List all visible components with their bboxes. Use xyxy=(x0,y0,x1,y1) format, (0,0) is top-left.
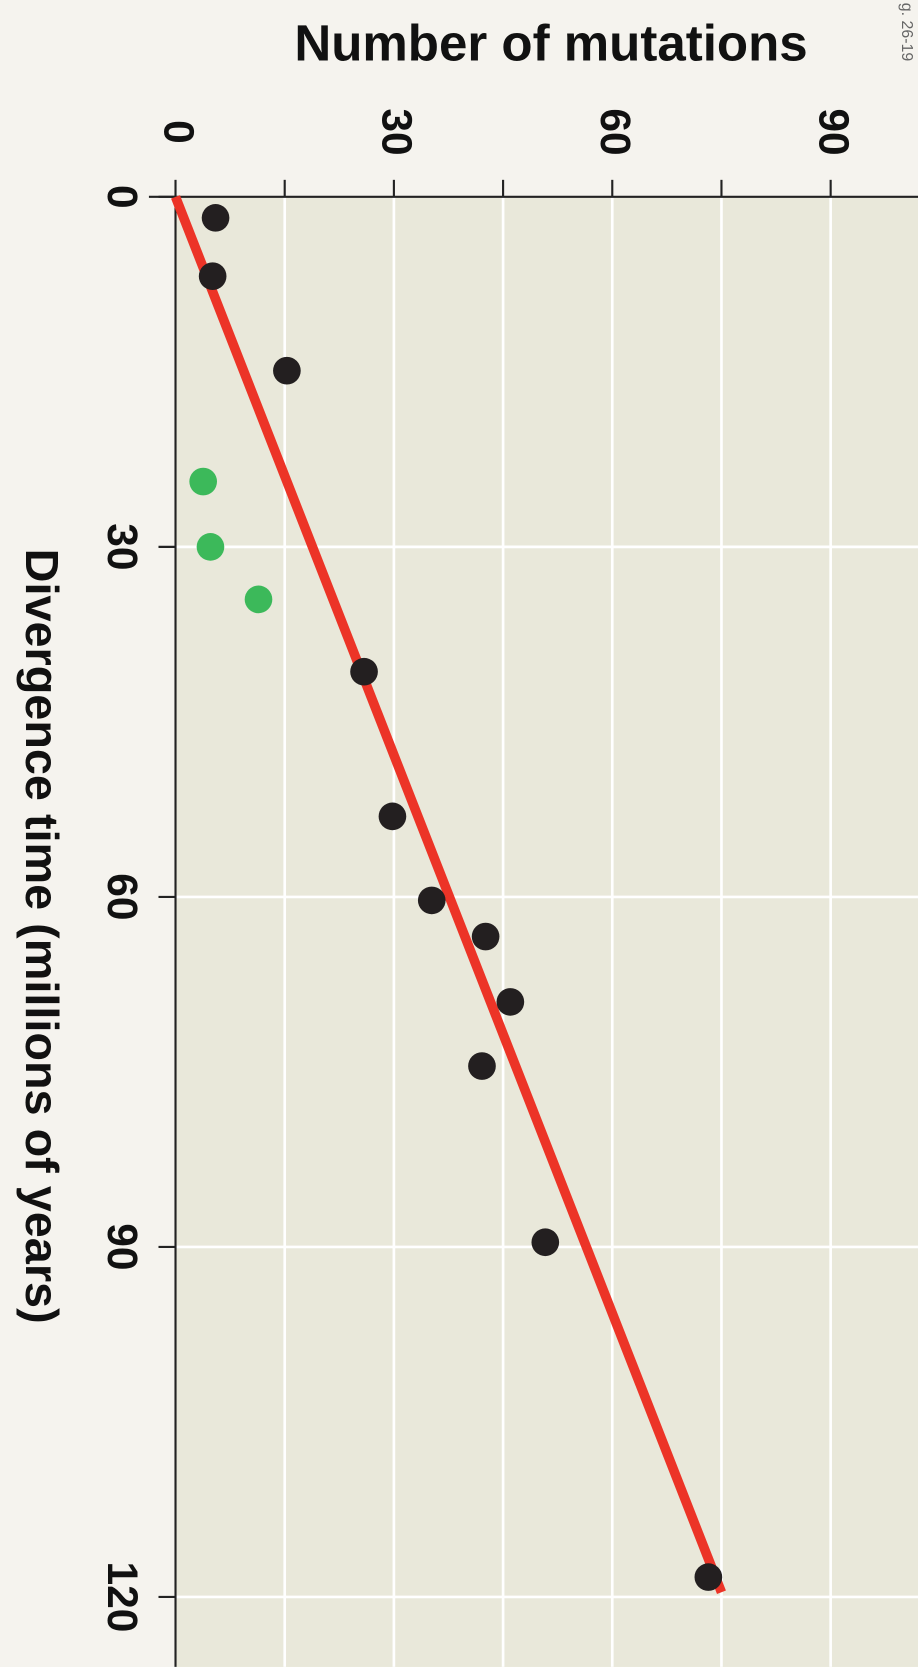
x-tick-label: 60 xyxy=(98,873,146,920)
data-point xyxy=(496,988,525,1016)
data-point xyxy=(244,585,273,614)
data-point xyxy=(531,1228,560,1257)
data-point xyxy=(198,262,227,291)
data-point xyxy=(694,1563,723,1591)
figure-note: g. 26-19 xyxy=(898,3,915,62)
marks xyxy=(171,195,726,1595)
x-axis-title: Divergence time (millions of years) xyxy=(16,549,68,1324)
x-tick-label: 120 xyxy=(98,1561,146,1632)
plot-area xyxy=(175,196,918,1667)
data-point xyxy=(201,204,230,232)
x-tick-label: 90 xyxy=(98,1223,146,1270)
y-tick-label: 60 xyxy=(591,108,639,155)
data-point xyxy=(350,657,378,686)
y-tick-label: 90 xyxy=(809,108,857,155)
data-point xyxy=(189,467,218,496)
data-point xyxy=(273,356,301,385)
data-point xyxy=(196,533,225,561)
chart-title: Number of mutations xyxy=(294,14,807,71)
x-tick-label: 0 xyxy=(98,185,146,209)
x-tick-label: 30 xyxy=(98,523,146,570)
y-tick-label: 0 xyxy=(154,120,202,144)
data-point xyxy=(417,886,446,915)
grid: 0 30 60 90 120 0 30 60 90 xyxy=(98,108,918,1667)
y-tick-label: 30 xyxy=(373,108,421,155)
fit-line xyxy=(171,195,726,1595)
data-point xyxy=(468,1052,496,1080)
data-point xyxy=(378,802,407,831)
data-point xyxy=(471,922,500,951)
